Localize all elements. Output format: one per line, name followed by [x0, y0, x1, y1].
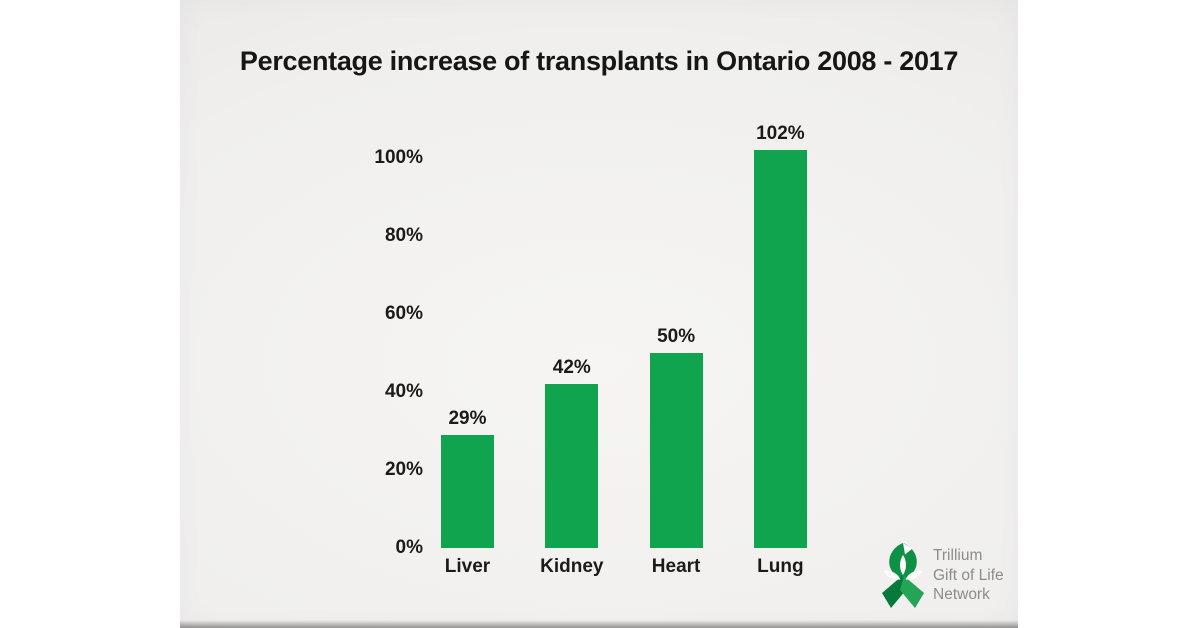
category-label-liver: Liver: [444, 556, 491, 577]
chart-card: Percentage increase of transplants in On…: [180, 0, 1018, 628]
bar-liver: [441, 434, 494, 548]
category-label-lung: Lung: [757, 556, 804, 577]
bar-chart: 100% 80% 60% 40% 20% 0% 29% Liver 42% Kidney 50% He…: [180, 0, 1018, 628]
y-tick-80: 80%: [384, 225, 423, 246]
value-label-lung: 102%: [756, 123, 805, 145]
trillium-logo-text: Trillium Gift of Life Network: [933, 542, 1004, 605]
logo-line-3: Network: [933, 586, 990, 603]
value-label-kidney: 42%: [552, 357, 591, 379]
bar-heart: [649, 353, 703, 548]
logo-line-1: Trillium: [933, 547, 983, 564]
y-tick-40: 40%: [384, 381, 423, 402]
y-tick-0: 0%: [395, 537, 423, 558]
y-tick-20: 20%: [384, 459, 423, 480]
y-tick-100: 100%: [374, 147, 423, 168]
category-label-heart: Heart: [651, 556, 701, 577]
chart-title: Percentage increase of transplants in On…: [239, 46, 959, 76]
trillium-logo: Trillium Gift of Life Network: [880, 542, 1199, 616]
trillium-ribbon-icon: [882, 543, 924, 608]
bar-kidney: [545, 384, 599, 548]
y-tick-60: 60%: [384, 303, 423, 324]
value-label-heart: 50%: [657, 326, 696, 347]
category-label-kidney: Kidney: [540, 556, 604, 577]
value-label-liver: 29%: [448, 407, 487, 429]
bar-lung: [753, 150, 807, 548]
logo-line-2: Gift of Life: [933, 566, 1004, 584]
